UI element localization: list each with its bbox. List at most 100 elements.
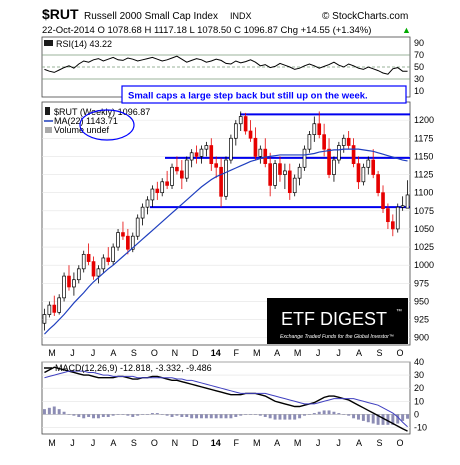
rsi-legend: RSI(14) 43.22 [56, 39, 112, 49]
candle-body [214, 163, 219, 168]
x-axis-label: J [336, 348, 341, 358]
rsi-tick-label: 10 [414, 86, 424, 96]
histogram-bar [106, 414, 110, 417]
x-axis-label: S [131, 348, 137, 358]
macd-tick-label: 20 [414, 383, 424, 393]
candle-body [160, 181, 165, 194]
histogram-bar [175, 414, 179, 416]
histogram-bar [141, 414, 145, 415]
legend-price: $RUT (Weekly) 1096.87 [54, 107, 150, 117]
histogram-bar [278, 414, 282, 420]
x-axis-label: M [253, 348, 261, 358]
histogram-bar [307, 414, 311, 415]
histogram-bar [87, 414, 91, 417]
candle-body [292, 177, 297, 194]
histogram-bar [121, 414, 125, 415]
macd-axis: -10 0 10 20 30 40 [414, 357, 427, 432]
candle-body [96, 268, 101, 277]
histogram-bar [136, 414, 140, 416]
histogram-bar [47, 407, 51, 415]
macd-line [44, 366, 408, 432]
histogram-bar [332, 411, 336, 415]
histogram-bar [82, 414, 86, 419]
histogram-bar [92, 414, 95, 419]
candle-body [175, 166, 179, 172]
histogram-bar [366, 414, 370, 423]
candle-body [391, 221, 395, 230]
histogram-bar [111, 414, 115, 416]
histogram-bar [337, 413, 341, 415]
candle-body [52, 304, 57, 313]
candle-body [135, 217, 140, 237]
x-axis-label: O [151, 438, 158, 448]
candle-body [67, 275, 71, 288]
candle-body [287, 170, 292, 194]
x-axis-label: J [91, 348, 96, 358]
candle-body [405, 194, 410, 209]
histogram-bar [195, 414, 199, 419]
x-axis-label: A [274, 348, 280, 358]
signal-line [44, 370, 408, 428]
candle-body [317, 123, 322, 135]
x-axis-label: O [396, 438, 403, 448]
histogram-bar [229, 414, 233, 419]
price-tick-label: 900 [414, 333, 429, 343]
candle-body [116, 232, 120, 248]
histogram-bar [244, 414, 248, 415]
x-axis-label: A [356, 348, 362, 358]
histogram-bar [303, 414, 306, 416]
histogram-bar [199, 414, 203, 419]
histogram-bar [312, 413, 316, 415]
legend-ma: MA(22) 1143.71 [54, 116, 118, 126]
histogram-bar [249, 414, 253, 415]
quote-line: 22-Oct-2014 O 1078.68 H 1117.18 L 1078.5… [42, 25, 371, 36]
price-tick-label: 1000 [414, 260, 434, 270]
histogram-bar [204, 414, 208, 419]
x-axis-label: J [336, 438, 341, 448]
histogram-bar [253, 414, 257, 415]
macd-panel [41, 361, 411, 435]
candle-body [248, 130, 253, 139]
histogram-bar [317, 411, 321, 415]
histogram-bar [381, 414, 385, 425]
histogram-bar [361, 414, 365, 421]
x-axis-label: J [70, 348, 75, 358]
x-axis-label: 14 [211, 438, 221, 448]
price-tick-label: 1050 [414, 224, 434, 234]
macd-lines [44, 366, 408, 432]
rsi-legend-swatch [44, 40, 53, 46]
histogram-bar [386, 414, 390, 425]
candle-body [366, 159, 371, 168]
legend-candle-swatch [45, 107, 50, 115]
candle-body [57, 297, 61, 313]
macd-legend: MACD(12,26,9) -12.818, -3.332, -9.486 [55, 363, 212, 373]
histogram-bar [406, 414, 410, 419]
rsi-axis: 10 30 50 70 90 [414, 38, 424, 96]
legend-volume-swatch [45, 127, 52, 133]
x-axis-label: A [356, 438, 362, 448]
macd-tick-label: 40 [414, 357, 424, 367]
candle-body [150, 188, 155, 201]
candle-body [346, 137, 351, 146]
x-axis-label: S [377, 348, 383, 358]
logo-box [267, 298, 408, 344]
candle-body [194, 152, 199, 157]
macd-x-axis-labels: M J J A S O N D 14 F M A M J J A S O [48, 438, 403, 448]
candle-body [145, 199, 150, 208]
x-axis-label: 14 [211, 348, 221, 358]
histogram-bar [273, 414, 277, 420]
histogram-bar [263, 414, 267, 417]
candle-body [62, 275, 66, 299]
histogram-bar [214, 414, 218, 419]
x-axis-label: S [377, 438, 383, 448]
candle-body [224, 159, 228, 197]
candle-body [381, 192, 385, 209]
logo-trademark: ™ [396, 308, 402, 315]
histogram-bar [209, 414, 213, 419]
price-tick-label: 1175 [414, 133, 433, 143]
histogram-bar [293, 414, 297, 420]
histogram-bar [72, 414, 76, 416]
histogram-bar [396, 414, 400, 424]
moving-average [44, 148, 408, 335]
